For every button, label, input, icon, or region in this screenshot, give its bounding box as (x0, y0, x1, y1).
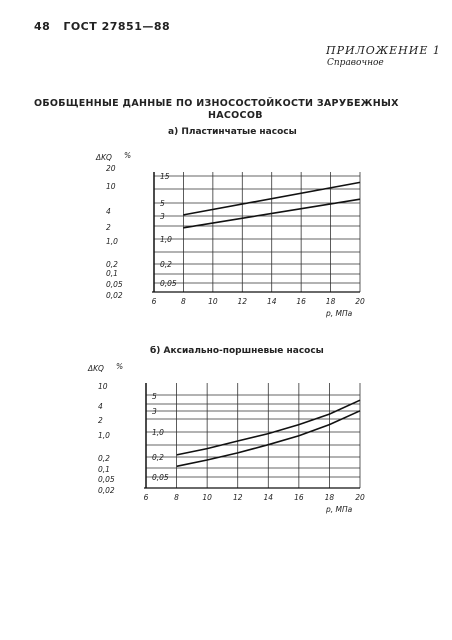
chart-b-y-inner-tick-label: 1,0 (152, 428, 164, 437)
chart-a-y-tick-label: 20 (106, 164, 116, 173)
chart-b-x-tick-label: 20 (355, 493, 365, 502)
page-title-line-2: НАСОСОВ (208, 110, 263, 121)
chart-b-y-tick-label: 2 (98, 416, 103, 425)
chart-b-series-line-1 (176, 399, 361, 456)
chart-b-x-tick-label: 14 (264, 493, 274, 502)
chart-b-x-axis-label: p, МПа (325, 505, 353, 514)
chart-b-y-inner-tick-label: 3 (152, 407, 157, 416)
chart-a-y-tick-label: 2 (106, 223, 111, 232)
chart-a-series-line-2 (183, 198, 361, 229)
chart-b-x-tick-label: 8 (174, 493, 179, 502)
chart-b-y-tick-label: 0,2 (98, 454, 110, 463)
chart-b-series-line-2 (176, 410, 361, 468)
chart-a-x-tick-label: 6 (152, 297, 157, 306)
chart-a-y-axis-unit: % (124, 151, 131, 160)
chart-a-y-tick-label: 1,0 (106, 237, 118, 246)
chart-a-y-inner-tick-label: 15 (160, 172, 170, 181)
chart-b-x-tick-label: 10 (202, 493, 212, 502)
chart-a-y-axis-label: ΔKQ (95, 153, 112, 162)
chart-b-x-tick-label: 16 (294, 493, 304, 502)
chart-a-y-tick-label: 4 (106, 207, 111, 216)
chart-a-y-tick-label: 0,2 (106, 260, 118, 269)
chart-b-y-inner-tick-label: 5 (152, 392, 157, 401)
chart-a-x-tick-label: 16 (296, 297, 306, 306)
chart-b-x-tick-label: 6 (144, 493, 149, 502)
document-code: ГОСТ 27851—88 (63, 20, 171, 33)
chart-b-y-inner-tick-label: 0,2 (152, 453, 164, 462)
chart-b-x-tick-label: 12 (233, 493, 243, 502)
chart-b-y-inner-tick-label: 0,05 (152, 473, 169, 482)
chart-a-x-tick-label: 12 (238, 297, 248, 306)
chart-b-title: б) Аксиально-поршневые насосы (150, 346, 324, 356)
chart-a-title: а) Пластинчатые насосы (168, 127, 297, 137)
chart-b-y-tick-label: 1,0 (98, 431, 110, 440)
appendix-label: ПРИЛОЖЕНИЕ 1 (326, 44, 441, 57)
chart-a-y-inner-tick-label: 5 (160, 199, 165, 208)
chart-b-x-tick-label: 18 (325, 493, 335, 502)
chart-a-y-tick-label: 0,02 (106, 291, 123, 300)
reference-label: Справочное (327, 58, 384, 68)
chart-a-x-axis-label: p, МПа (325, 309, 353, 318)
chart-a-x-tick-label: 14 (267, 297, 277, 306)
page-number: 48 (34, 20, 51, 33)
chart-a-y-tick-label: 0,05 (106, 280, 123, 289)
page-title-line-1: ОБОБЩЕННЫЕ ДАННЫЕ ПО ИЗНОСОСТОЙКОСТИ ЗАР… (34, 98, 399, 109)
chart-a-y-tick-label: 0,1 (106, 269, 118, 278)
chart-b-y-tick-label: 10 (98, 382, 108, 391)
chart-a-y-inner-tick-label: 0,2 (160, 260, 172, 269)
chart-b-y-tick-label: 0,05 (98, 475, 115, 484)
chart-a-y-inner-tick-label: 3 (160, 212, 165, 221)
page-header: 48 ГОСТ 27851—88 (34, 20, 170, 33)
chart-a-x-tick-label: 8 (181, 297, 186, 306)
chart-a-y-tick-label: 10 (106, 182, 116, 191)
chart-b-y-axis-label: ΔKQ (87, 364, 104, 373)
chart-b-y-tick-label: 0,1 (98, 465, 110, 474)
chart-b-y-axis-unit: % (116, 362, 123, 371)
chart-a-x-tick-label: 20 (355, 297, 365, 306)
chart-a-y-inner-tick-label: 0,05 (160, 279, 177, 288)
chart-a-x-tick-label: 10 (208, 297, 218, 306)
chart-a-series-line-1 (183, 181, 361, 216)
chart-a-y-inner-tick-label: 1,0 (160, 235, 172, 244)
chart-b-y-tick-label: 4 (98, 402, 103, 411)
chart-b-y-tick-label: 0,02 (98, 486, 115, 495)
chart-a-x-tick-label: 18 (326, 297, 336, 306)
